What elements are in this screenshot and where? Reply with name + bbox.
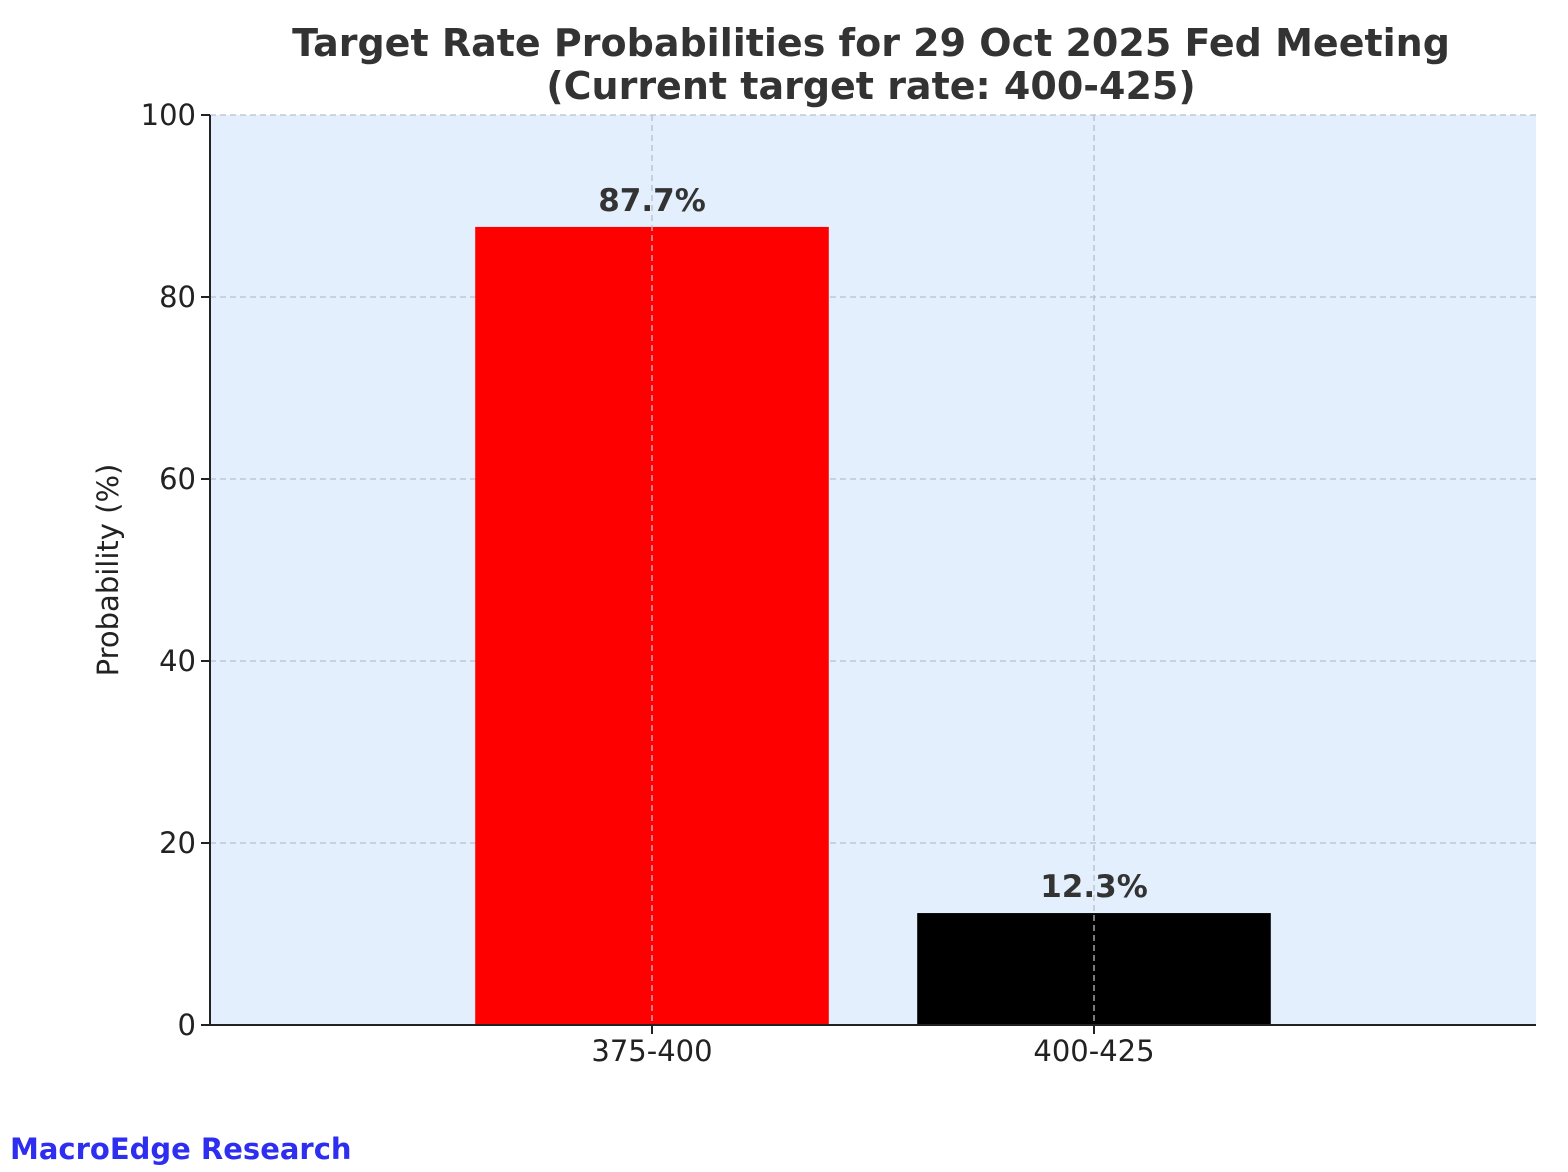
y-tick-label: 0: [178, 1008, 196, 1042]
x-tick-label: 375-400: [591, 1034, 712, 1068]
data-label: 87.7%: [598, 183, 706, 219]
y-tick-label: 40: [159, 644, 196, 678]
x-tick-label: 400-425: [1033, 1034, 1154, 1068]
y-ticks: 0 20 40 60 80 100: [141, 98, 210, 1042]
data-labels: 87.7% 12.3%: [598, 183, 1148, 905]
axes: [209, 115, 1536, 1026]
y-tick-label: 100: [141, 98, 196, 132]
y-axis-label: Probability (%): [91, 464, 125, 677]
data-label: 12.3%: [1040, 869, 1148, 905]
x-ticks: 375-400 400-425: [591, 1025, 1155, 1068]
chart-subtitle: (Current target rate: 400-425): [546, 64, 1195, 108]
y-tick-label: 20: [159, 826, 196, 860]
y-tick-label: 60: [159, 462, 196, 496]
vertical-grid-lines: [651, 115, 1095, 1025]
y-tick-label: 80: [159, 280, 196, 314]
plot-area: [210, 115, 1536, 1025]
chart-title: Target Rate Probabilities for 29 Oct 202…: [292, 21, 1450, 65]
grid-lines: [210, 114, 1536, 844]
watermark: MacroEdge Research: [10, 1132, 352, 1166]
